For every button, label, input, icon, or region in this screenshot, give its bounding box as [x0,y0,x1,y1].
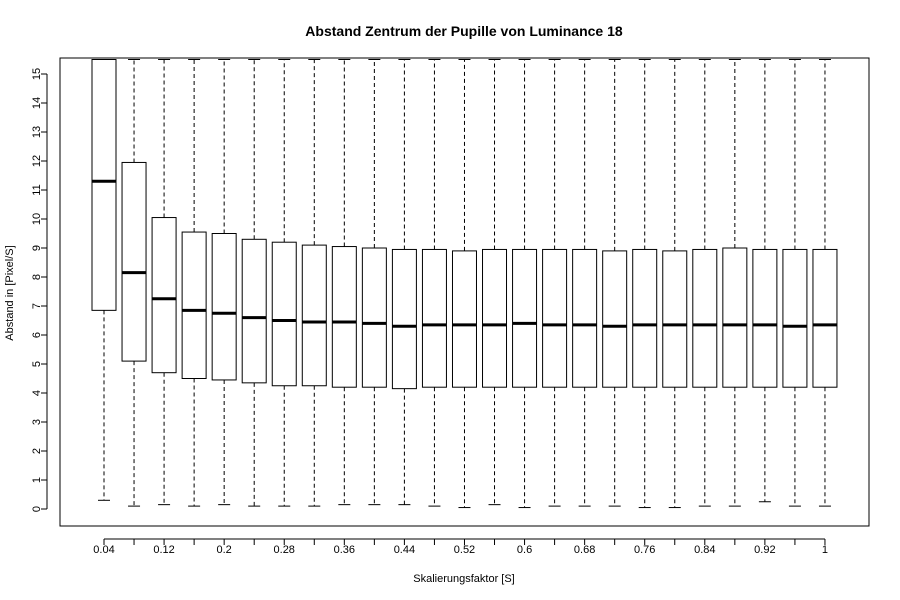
box-body [512,248,538,388]
y-tick-label: 14 [31,97,43,109]
box-body [211,233,237,381]
plot-frame [59,57,870,527]
y-tick-label: 0 [31,506,43,512]
box-0.36 [331,59,357,506]
box-body [121,161,147,362]
box-body [241,238,267,384]
box-0.32 [301,59,327,507]
x-tick-label: 0.92 [754,544,775,556]
box-body [391,248,417,390]
box-0.08 [121,59,147,507]
x-tick-label: 0.52 [454,544,475,556]
box-body [361,247,387,388]
box-0.6 [512,59,538,509]
box-body [632,248,658,388]
x-tick-label: 0.6 [517,544,532,556]
y-tick-label: 7 [31,303,43,309]
box-body [181,231,207,379]
x-tick-label: 1 [822,544,828,556]
box-body [572,248,598,388]
box-0.76 [632,59,658,509]
y-tick-label: 10 [31,213,43,225]
y-tick-label: 1 [31,477,43,483]
y-axis-label: Abstand in [Pixel/S] [4,245,16,340]
box-body [662,250,688,388]
y-tick-label: 8 [31,274,43,280]
box-1 [812,59,838,507]
box-body [482,248,508,388]
box-body [752,248,778,388]
x-tick-label: 0.84 [694,544,715,556]
box-0.92 [752,59,778,503]
x-tick-label: 0.68 [574,544,595,556]
y-tick-label: 15 [31,68,43,80]
y-tick-label: 6 [31,332,43,338]
box-0.96 [782,59,808,507]
box-0.84 [692,59,718,507]
y-tick-label: 2 [31,448,43,454]
y-tick-label: 5 [31,361,43,367]
y-tick-label: 13 [31,126,43,138]
box-0.52 [451,59,477,509]
x-tick-label: 0.44 [394,544,415,556]
box-0.2 [211,59,237,506]
y-tick-label: 4 [31,390,43,396]
y-tick-label: 3 [31,419,43,425]
box-body [451,250,477,388]
y-tick-label: 11 [31,184,43,195]
box-body [271,241,297,387]
chart-title: Abstand Zentrum der Pupille von Luminanc… [305,23,623,39]
box-0.56 [482,59,508,506]
box-0.24 [241,59,267,507]
box-0.48 [421,59,447,507]
x-tick-label: 0.36 [334,544,355,556]
box-body [151,217,177,374]
box-0.16 [181,59,207,507]
box-0.12 [151,59,177,506]
box-body [722,247,748,388]
box-body [782,248,808,388]
x-axis: 0.04 0.12 0.2 0.28 0.36 0.44 0.52 0.6 0.68 0.76 0.… [93,538,828,556]
box-0.44 [391,59,417,506]
box-body [692,248,718,388]
box-body [812,248,838,388]
box-0.8 [662,59,688,509]
box-0.28 [271,59,297,507]
x-tick-label: 0.2 [217,544,232,556]
box-body [602,250,628,388]
x-axis-label: Skalierungsfaktor [S] [413,573,515,585]
box-body [91,59,117,311]
boxes-layer [91,59,838,509]
box-0.64 [542,59,568,507]
box-body [301,244,327,387]
x-tick-label: 0.28 [274,544,295,556]
y-tick-label: 12 [31,155,43,167]
box-0.72 [602,59,628,507]
x-tick-label: 0.76 [634,544,655,556]
box-body [421,248,447,388]
box-0.68 [572,59,598,507]
y-tick-label: 9 [31,245,43,251]
x-tick-label: 0.12 [153,544,174,556]
box-0.04 [91,59,117,501]
box-body [542,248,568,388]
x-tick-label: 0.04 [93,544,114,556]
box-0.88 [722,59,748,507]
box-body [331,246,357,388]
box-0.4 [361,59,387,506]
